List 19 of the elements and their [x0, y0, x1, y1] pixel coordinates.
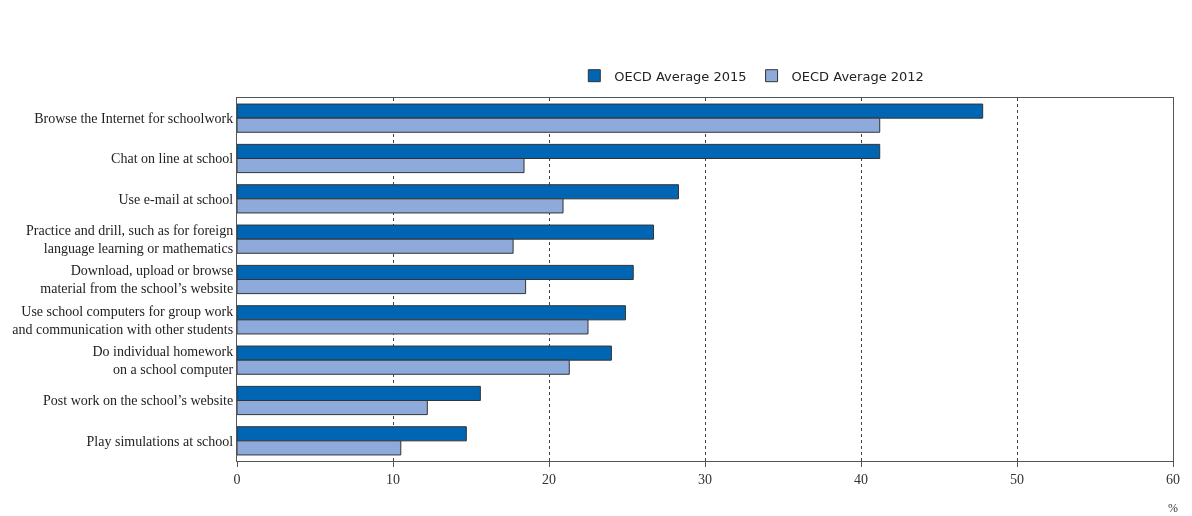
x-tick-label: 30	[698, 471, 712, 487]
y-tick-label: Do individual homework on a school computer	[92, 343, 234, 378]
x-tick-label: 40	[854, 471, 868, 487]
y-tick-label: Download, upload or browse material from the school’s website	[40, 263, 234, 297]
y-tick-label: Use school computers for group work and communication with other students	[12, 303, 234, 337]
x-axis-title: %	[1168, 501, 1178, 515]
legend-label: OECD Average 2012	[791, 68, 924, 84]
y-tick-label: Chat on line at school	[111, 151, 234, 167]
y-tick-label: Practice and drill, such as for foreign language learning or mathematics	[25, 222, 234, 257]
legend-label: OECD Average 2015	[614, 68, 747, 84]
x-tick-label: 0	[233, 471, 241, 487]
y-tick-label: Use e-mail at school	[118, 191, 234, 207]
y-tick-label: Browse the Internet for schoolwork	[34, 111, 234, 127]
x-tick-label: 10	[386, 471, 400, 487]
x-tick-label: 60	[1166, 471, 1180, 487]
y-tick-label: Post work on the school’s website	[43, 393, 234, 409]
y-tick-label: Play simulations at school	[86, 433, 234, 449]
x-tick-label: 20	[542, 471, 556, 487]
x-tick-label: 50	[1010, 471, 1024, 487]
